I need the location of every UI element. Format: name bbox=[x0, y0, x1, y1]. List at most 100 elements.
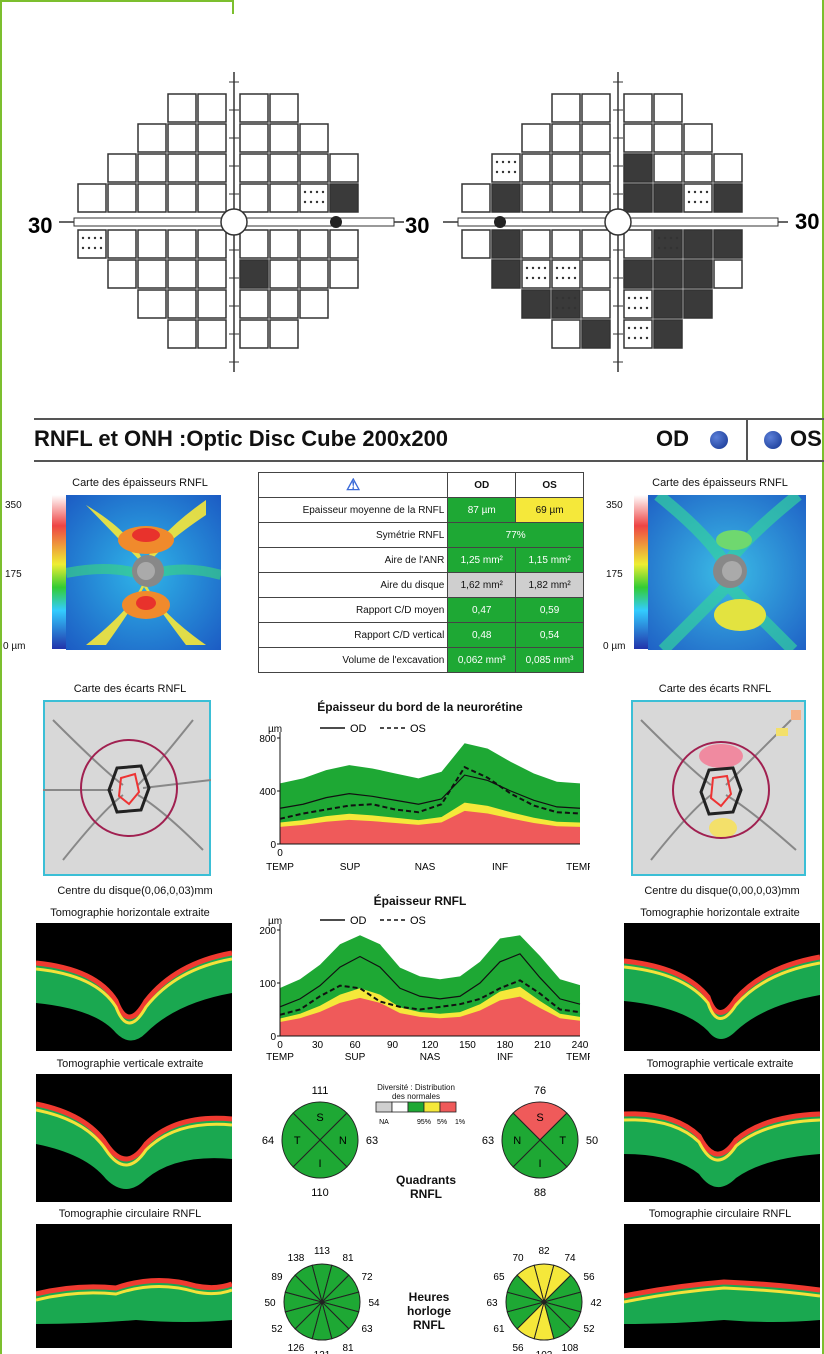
quadrant-letter: S bbox=[316, 1112, 323, 1124]
vf-dot bbox=[687, 200, 691, 204]
row-os-value: 0,085 mm³ bbox=[515, 647, 584, 673]
vf-dot bbox=[561, 266, 565, 270]
vf-cell bbox=[137, 153, 167, 183]
row-os-value: 69 µm bbox=[515, 497, 584, 523]
vf-dot bbox=[639, 306, 643, 310]
vf-cell bbox=[239, 289, 269, 319]
legend-swatch bbox=[423, 1101, 441, 1113]
series-line-os bbox=[279, 765, 581, 820]
vf-cell bbox=[329, 153, 359, 183]
vf-dot bbox=[573, 306, 577, 310]
vf-cell bbox=[581, 183, 611, 213]
vf-dot bbox=[645, 336, 649, 340]
frame-top-tick bbox=[232, 0, 234, 14]
row-label: Rapport C/D vertical bbox=[257, 622, 449, 648]
vf-cell bbox=[491, 259, 521, 289]
clock-value: 56 bbox=[583, 1272, 595, 1283]
table-row: Symétrie RNFL 77% bbox=[257, 522, 584, 548]
legend-swatch bbox=[439, 1101, 457, 1113]
thickness-map-title-os: Carte des épaisseurs RNFL bbox=[652, 477, 788, 489]
vf-cell bbox=[197, 93, 227, 123]
parameters-table: ⚠ OD OS Epaisseur moyenne de la RNFL 87 … bbox=[257, 472, 584, 673]
quadrant-value: 110 bbox=[311, 1187, 329, 1199]
vf-dot bbox=[675, 236, 679, 240]
vf-dot bbox=[555, 266, 559, 270]
vf-cell bbox=[329, 229, 359, 259]
legend-item-label: 5% bbox=[437, 1119, 447, 1126]
x-tick-label: TEMP bbox=[266, 862, 294, 873]
vf-dot bbox=[501, 170, 505, 174]
scale-mid-os: 175 bbox=[606, 569, 623, 580]
chart-ylabel: µm bbox=[268, 916, 282, 927]
vf-cell bbox=[581, 259, 611, 289]
vf-dot bbox=[543, 276, 547, 280]
vf-dot bbox=[573, 266, 577, 270]
legend-os-label: OS bbox=[410, 915, 426, 927]
vf-cell bbox=[551, 123, 581, 153]
vf-cell bbox=[551, 183, 581, 213]
scan-vertical-title-od: Tomographie verticale extraite bbox=[56, 1058, 204, 1070]
row-label: Rapport C/D moyen bbox=[257, 597, 449, 623]
vf-dot bbox=[513, 170, 517, 174]
vf-dot bbox=[303, 200, 307, 204]
clock-value: 52 bbox=[583, 1324, 595, 1335]
table-row: Epaisseur moyenne de la RNFL 87 µm 69 µm bbox=[257, 497, 584, 523]
chart-ylabel: µm bbox=[268, 724, 282, 735]
row-od-value: 0,062 mm³ bbox=[447, 647, 517, 673]
quadrant-letter: T bbox=[294, 1135, 301, 1147]
vf-cell bbox=[239, 93, 269, 123]
clock-value: 108 bbox=[562, 1343, 579, 1354]
y-tick-label: 0 bbox=[270, 840, 276, 851]
clock-value: 54 bbox=[368, 1298, 380, 1309]
vf-dot bbox=[663, 246, 667, 250]
clock-value: 74 bbox=[564, 1253, 576, 1264]
table-header-row: ⚠ OD OS bbox=[257, 472, 584, 498]
vf-cell bbox=[653, 93, 683, 123]
vf-dot bbox=[321, 200, 325, 204]
diversity-legend-title: Diversité : Distribution des normales bbox=[377, 1083, 455, 1101]
x-tick-label: 90 bbox=[387, 1040, 399, 1051]
deviation-map-os bbox=[631, 700, 806, 876]
clock-value: 121 bbox=[314, 1350, 331, 1354]
x-tick-label: 210 bbox=[534, 1040, 551, 1051]
vf-cell bbox=[521, 123, 551, 153]
vf-cell bbox=[269, 123, 299, 153]
scan-vertical-od bbox=[36, 1074, 232, 1202]
vf-dot bbox=[87, 246, 91, 250]
report-title: RNFL et ONH :Optic Disc Cube 200x200 bbox=[34, 426, 449, 451]
vf-dot bbox=[573, 276, 577, 280]
vf-cell bbox=[239, 183, 269, 213]
row-os-value: 1,82 mm² bbox=[515, 572, 584, 598]
row-os-value: 0,59 bbox=[515, 597, 584, 623]
scan-horizontal-title-os: Tomographie horizontale extraite bbox=[640, 907, 800, 919]
row-od-value: 0,47 bbox=[447, 597, 517, 623]
clock-value: 72 bbox=[361, 1272, 373, 1283]
vf-cell bbox=[623, 319, 653, 349]
vf-dot bbox=[705, 200, 709, 204]
row-label: Symétrie RNFL bbox=[257, 522, 449, 548]
vf-cell bbox=[167, 319, 197, 349]
quadrant-slice bbox=[319, 1112, 359, 1168]
quadrant-letter: N bbox=[513, 1135, 521, 1147]
vf-cell bbox=[581, 123, 611, 153]
quadrant-letter: N bbox=[339, 1135, 347, 1147]
y-tick-label: 400 bbox=[259, 787, 276, 798]
quadrant-slice bbox=[512, 1101, 568, 1141]
vf-dot bbox=[627, 336, 631, 340]
deviation-map-od bbox=[43, 700, 211, 876]
vf-cell bbox=[107, 183, 137, 213]
vf-cell bbox=[551, 319, 581, 349]
legend-item-label: 95% bbox=[417, 1119, 431, 1126]
vf-dot bbox=[705, 190, 709, 194]
vf-dot bbox=[99, 246, 103, 250]
vf-cell bbox=[521, 229, 551, 259]
clock-value: 138 bbox=[288, 1253, 305, 1264]
series-line-os bbox=[279, 979, 581, 1016]
vf-dot bbox=[567, 296, 571, 300]
frame-left-line bbox=[0, 0, 2, 1354]
vf-cell bbox=[137, 259, 167, 289]
vf-dot bbox=[627, 326, 631, 330]
vf-fixation-circle bbox=[220, 208, 248, 236]
vf-cell bbox=[581, 289, 611, 319]
vf-cell bbox=[623, 259, 653, 289]
